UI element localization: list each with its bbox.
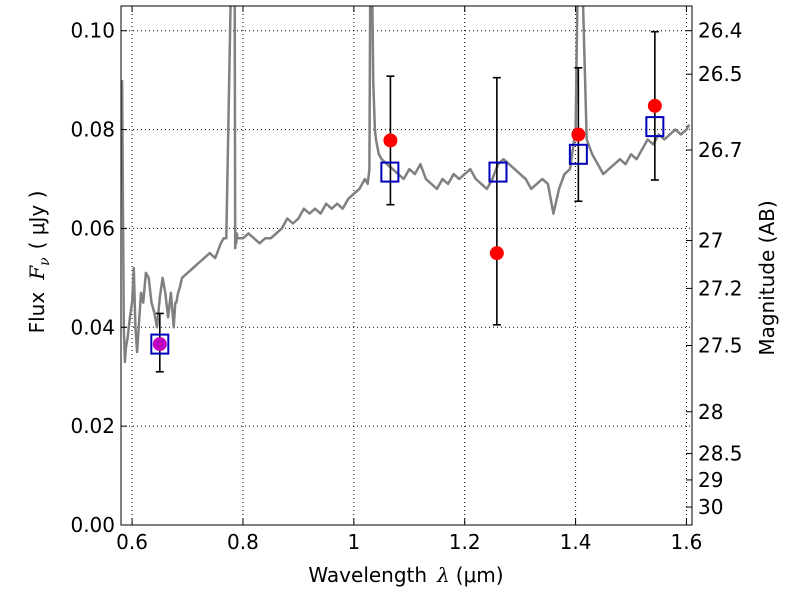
- data-point-square: [488, 161, 508, 183]
- x-axis-title-unit: (μm): [456, 563, 504, 587]
- y2-tick-label: 28: [698, 400, 723, 424]
- plot-area: [121, 6, 691, 373]
- y-tick-label: 0.00: [70, 513, 115, 537]
- y2-tick-label: 27.5: [698, 334, 743, 358]
- axes: 0.6 0.8 1 1.2 1.4 1.6 0.00 0.02 0.04 0.06 0.08 0.10…: [70, 6, 743, 554]
- y-axis-title-text: Flux: [25, 292, 49, 334]
- y-tick-label: 0.02: [70, 414, 115, 438]
- y2-tick-label: 26.4: [698, 19, 743, 43]
- plot-frame: [120, 5, 693, 526]
- y-axis-title-symbol: F: [25, 265, 49, 281]
- data-point-circle: [152, 337, 167, 352]
- y-axis-title-subscript: ν: [37, 257, 53, 266]
- data-point-circle: [571, 127, 586, 142]
- y-tick-label: 0.08: [70, 118, 115, 142]
- data-point-circle: [489, 246, 504, 261]
- x-axis-title: Wavelength λ (μm): [308, 563, 503, 587]
- x-axis-title-symbol: λ: [436, 563, 450, 587]
- x-axis-title-text: Wavelength: [308, 563, 427, 587]
- data-point-square: [380, 161, 400, 183]
- y-tick-label: 0.06: [70, 216, 115, 240]
- x-tick-label: 1: [347, 530, 360, 554]
- y-axis-title: Flux Fν ( μJy ): [25, 191, 53, 334]
- data-point-circle: [383, 133, 398, 148]
- y-axis-title-unit: ( μJy ): [25, 191, 49, 250]
- y2-tick-label: 26.7: [698, 138, 743, 162]
- x-tick-label: 0.8: [227, 530, 259, 554]
- x-tick-label: 1.4: [560, 530, 592, 554]
- data-point-square: [150, 333, 170, 355]
- x-tick-label: 1.2: [449, 530, 481, 554]
- y2-tick-label: 28.5: [698, 442, 743, 466]
- y2-tick-label: 27.2: [698, 276, 743, 300]
- y-tick-label: 0.04: [70, 315, 115, 339]
- data-point-square: [568, 143, 588, 165]
- y2-axis-title: Magnitude (AB): [755, 200, 779, 355]
- y-tick-label: 0.10: [70, 19, 115, 43]
- x-tick-label: 1.6: [671, 530, 703, 554]
- y2-tick-label: 26.5: [698, 62, 743, 86]
- x-tick-label: 0.6: [116, 530, 148, 554]
- data-point-square: [645, 116, 665, 138]
- y2-tick-label: 30: [698, 495, 723, 519]
- data-point-circle: [647, 98, 662, 113]
- y2-tick-label: 29: [698, 468, 723, 492]
- grid: [121, 6, 692, 525]
- y2-tick-label: 27: [698, 229, 723, 253]
